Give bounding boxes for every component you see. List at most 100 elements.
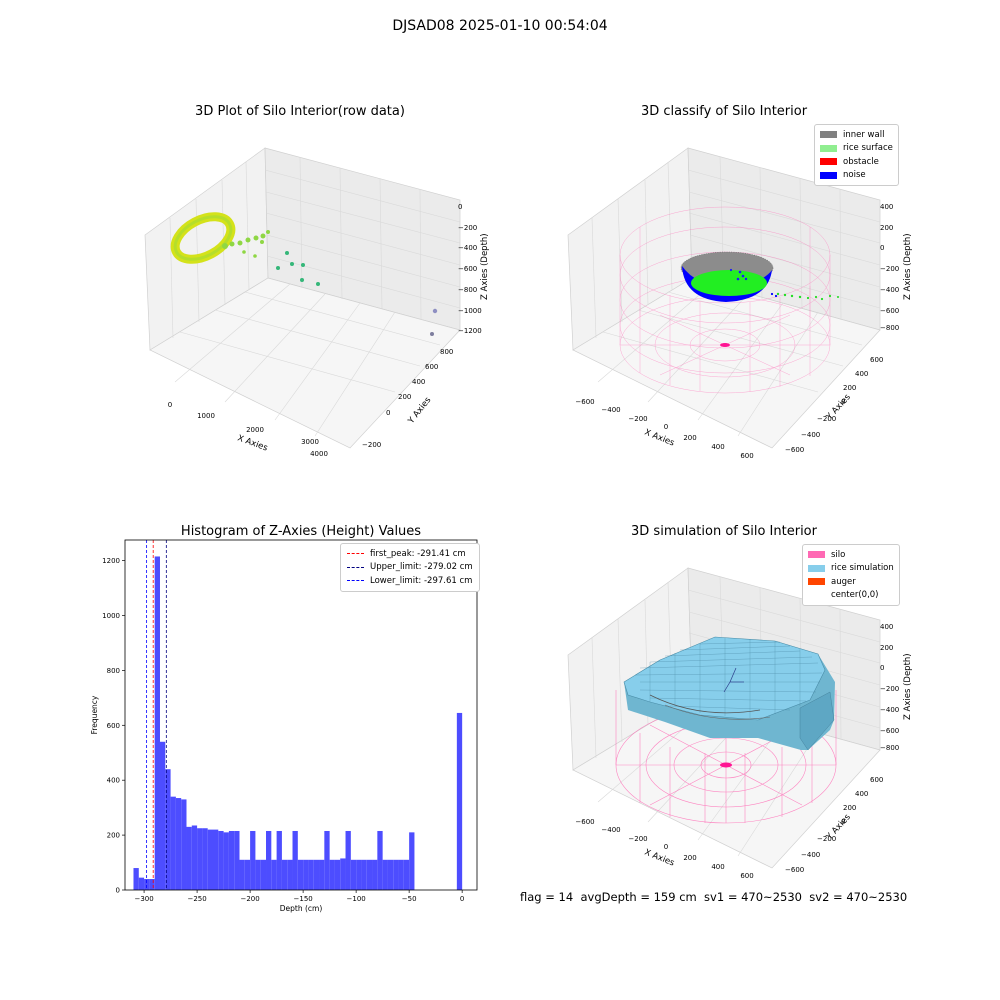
x-tick-label: 0 bbox=[460, 895, 464, 903]
histogram-bar bbox=[144, 879, 150, 890]
histogram-ylabel: Frequency bbox=[90, 695, 99, 734]
histogram-bar bbox=[377, 830, 383, 890]
panel4-legend: silo rice simulation auger center(0,0) bbox=[802, 544, 900, 606]
legend-label: rice simulation bbox=[831, 563, 894, 574]
panel1-y-tick: 600 bbox=[425, 363, 438, 371]
x-tick-label: −150 bbox=[294, 895, 313, 903]
legend-line bbox=[347, 553, 364, 555]
panel2-z-tick: −200 bbox=[880, 265, 899, 273]
histogram-bar bbox=[387, 859, 394, 890]
histogram-bar bbox=[276, 830, 282, 890]
histogram-bar bbox=[308, 859, 314, 890]
legend-item-noise: noise bbox=[820, 169, 893, 183]
panel1-y-tick: 0 bbox=[386, 409, 390, 417]
histogram-bar bbox=[303, 859, 309, 890]
y-tick-label: 1200 bbox=[102, 557, 120, 565]
panel4-y-tick: 0 bbox=[841, 818, 845, 826]
histogram-bar bbox=[149, 879, 155, 890]
y-tick-label: 200 bbox=[107, 832, 120, 840]
panel2-classified-cloud bbox=[680, 251, 839, 302]
panel2-x-ticks: −600 −400 −200 0 200 400 600 bbox=[575, 398, 753, 460]
panel4-rice-surface bbox=[623, 636, 835, 751]
panel2-y-tick: 200 bbox=[843, 384, 856, 392]
panel4-z-tick: −400 bbox=[880, 706, 899, 714]
panel4-x-tick: 0 bbox=[664, 843, 668, 851]
panel4-x-tick: −200 bbox=[628, 835, 647, 843]
panel4-x-ticks: −600 −400 −200 0 200 400 600 bbox=[575, 818, 753, 880]
panel4-x-tick: 400 bbox=[711, 863, 724, 871]
panel1-z-ticks: 0 −200 −400 −600 −800 −1000 −1200 bbox=[458, 203, 482, 335]
panel4-title: 3D simulation of Silo Interior bbox=[631, 524, 817, 539]
histogram-bar bbox=[181, 799, 187, 890]
histogram-x-ticks: −300 −250 −200 −150 −100 −50 0 bbox=[134, 890, 464, 903]
panel2-y-tick: 600 bbox=[870, 356, 883, 364]
panel1-y-tick: −200 bbox=[362, 441, 381, 449]
legend-swatch bbox=[820, 144, 837, 152]
histogram-bar bbox=[223, 832, 229, 890]
panel4-zlabel: Z Axies (Depth) bbox=[903, 653, 913, 720]
panel4-y-tick: −200 bbox=[817, 835, 836, 843]
histogram-bar bbox=[197, 828, 203, 890]
histogram-bar bbox=[297, 859, 304, 890]
panel2-x-tick: 0 bbox=[664, 423, 668, 431]
histogram-bar bbox=[186, 826, 192, 890]
histogram-chart: −300 −250 −200 −150 −100 −50 0 0 200 400 600 800 10… bbox=[90, 539, 478, 913]
histogram-y-ticks: 0 200 400 600 800 1000 1200 bbox=[102, 557, 125, 895]
histogram-bar bbox=[133, 868, 139, 890]
panel2-legend: inner wall rice surface obstacle noise bbox=[814, 124, 899, 186]
panel1-z-tick: −200 bbox=[458, 224, 477, 232]
status-footer: flag = 14 avgDepth = 159 cm sv1 = 470~25… bbox=[520, 890, 908, 904]
panel2-z-tick: −800 bbox=[880, 324, 899, 332]
legend-swatch bbox=[808, 551, 825, 559]
legend-label: silo bbox=[831, 549, 846, 560]
histogram-bar bbox=[292, 830, 298, 890]
histogram-bar bbox=[170, 796, 176, 890]
legend-line bbox=[347, 566, 364, 568]
panel4-z-tick: −200 bbox=[880, 685, 899, 693]
figure-title: DJSAD08 2025-01-10 00:54:04 bbox=[392, 18, 608, 34]
legend-label: obstacle bbox=[843, 156, 879, 167]
histogram-bar bbox=[239, 859, 245, 890]
panel2-x-tick: −400 bbox=[601, 406, 620, 414]
panel4-y-tick: 200 bbox=[843, 804, 856, 812]
legend-swatch bbox=[820, 131, 837, 139]
histogram-bar bbox=[244, 859, 251, 890]
panel1-point-cloud bbox=[170, 212, 438, 336]
y-tick-label: 1000 bbox=[102, 612, 120, 620]
y-tick-label: 400 bbox=[107, 777, 120, 785]
panel1-z-tick: −600 bbox=[458, 265, 477, 273]
histogram-threshold-lines bbox=[146, 540, 167, 890]
histogram-bar bbox=[319, 859, 325, 890]
histogram-bar bbox=[372, 859, 378, 890]
panel2-x-tick: 200 bbox=[683, 434, 696, 442]
panel1-y-tick: 400 bbox=[412, 378, 425, 386]
histogram-bar bbox=[456, 712, 463, 890]
panel2-z-tick: −400 bbox=[880, 286, 899, 294]
panel1-z-tick: −400 bbox=[458, 244, 477, 252]
panel2-y-tick: −400 bbox=[801, 431, 820, 439]
histogram-bar bbox=[271, 859, 277, 890]
panel2-ylabel: Y Axies bbox=[824, 392, 853, 423]
panel4-x-tick: 600 bbox=[740, 872, 753, 880]
histogram-bar bbox=[266, 830, 272, 890]
panel1-y-tick: 200 bbox=[398, 393, 411, 401]
histogram-bar bbox=[191, 825, 198, 890]
legend-swatch bbox=[808, 578, 825, 586]
histogram-bar bbox=[329, 859, 335, 890]
legend-label: noise bbox=[843, 170, 866, 181]
histogram-bar bbox=[345, 830, 351, 890]
histogram-bar bbox=[366, 859, 373, 890]
legend-label: Lower_limit: -297.61 cm bbox=[370, 575, 473, 586]
panel4-z-tick: −600 bbox=[880, 727, 899, 735]
histogram-bar bbox=[154, 556, 160, 890]
histogram-bar bbox=[356, 859, 362, 890]
panel1-zlabel: Z Axies (Depth) bbox=[480, 233, 490, 300]
panel2-y-tick: −200 bbox=[817, 415, 836, 423]
histogram-xlabel: Depth (cm) bbox=[280, 904, 323, 913]
x-tick-label: −250 bbox=[187, 895, 206, 903]
histogram-bar bbox=[255, 859, 261, 890]
histogram-bar bbox=[159, 741, 166, 890]
